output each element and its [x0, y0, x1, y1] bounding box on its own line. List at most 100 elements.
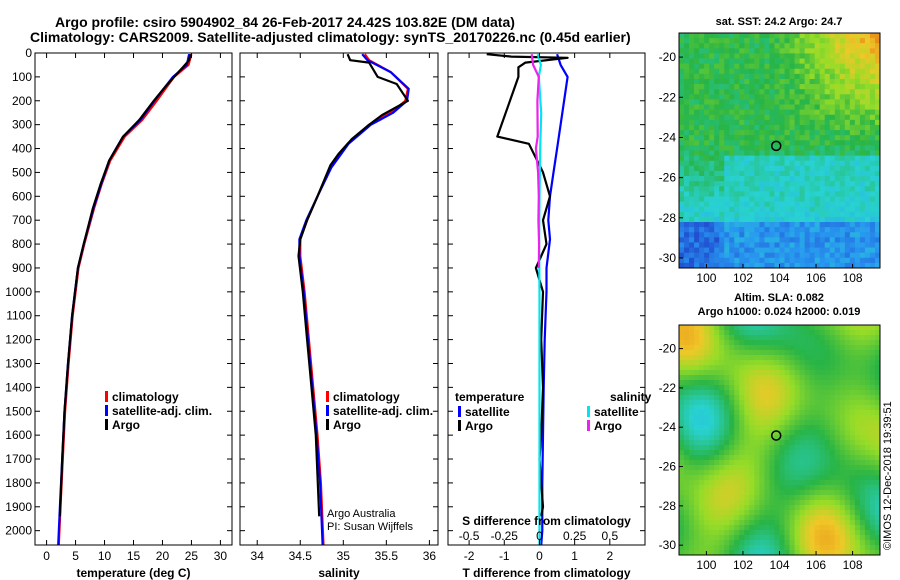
sst-map-cell	[849, 109, 856, 116]
sst-map-cell	[804, 89, 811, 95]
sst-map-cell	[729, 99, 735, 105]
sla-map-cell	[819, 490, 826, 496]
sst-map-cell	[739, 109, 745, 116]
sst-map-cell	[819, 211, 826, 218]
sla-map-cell	[799, 330, 806, 336]
sst-map-cell	[854, 181, 861, 187]
sla-map-cell	[829, 455, 836, 461]
sst-map-cell	[849, 242, 856, 248]
sla-map-cell	[744, 530, 750, 536]
sst-map-cell	[834, 222, 841, 228]
sst-map-cell	[849, 222, 856, 228]
sst-map-cell	[739, 84, 745, 90]
sla-map-cell	[734, 480, 740, 486]
sst-map-cell	[709, 63, 715, 70]
sla-map-cell	[759, 545, 765, 551]
sla-map-cell	[739, 510, 745, 516]
sla-map-cell	[824, 380, 831, 386]
sst-map-cell	[809, 109, 816, 116]
sst-map-cell	[764, 104, 770, 111]
difference-profile-series-s-argo	[530, 54, 541, 269]
sst-map-cell	[859, 160, 866, 167]
sst-map-cell	[814, 181, 821, 187]
sla-map-cell	[809, 350, 816, 356]
sst-map-cell	[749, 227, 755, 233]
sst-map-cell	[834, 237, 841, 243]
sst-map-cell	[799, 237, 806, 243]
sla-map-cell	[724, 425, 730, 431]
sst-map-cell	[844, 150, 851, 157]
sst-map-cell	[744, 211, 750, 218]
sla-map-cell	[704, 385, 710, 391]
sla-map-cell	[744, 385, 750, 391]
sla-map-cell	[754, 455, 760, 461]
sla-map-cell	[714, 525, 720, 531]
sla-map-cell	[804, 535, 811, 541]
sst-map-cell	[754, 104, 760, 111]
sst-map-cell	[784, 201, 790, 208]
sst-map-cell	[714, 84, 720, 90]
sla-map-cell	[759, 330, 765, 336]
sst-map-cell	[869, 38, 876, 44]
sst-map-cell	[874, 73, 881, 80]
sst-map-cell	[684, 160, 690, 167]
sst-map-cell	[809, 130, 816, 136]
sla-map-cell	[844, 460, 851, 466]
sst-map-cell	[729, 216, 735, 223]
sla-map-cell	[859, 480, 866, 486]
sst-map-cell	[769, 211, 775, 218]
difference-legend-swatch	[587, 420, 590, 431]
sla-map-cell	[864, 390, 871, 396]
sla-map-cell	[779, 450, 785, 456]
sla-map-cell	[724, 510, 730, 516]
sla-map-cell	[759, 435, 765, 441]
sst-map-ytick-label: -20	[659, 50, 677, 64]
sla-map-cell	[734, 455, 740, 461]
sst-map-cell	[764, 247, 770, 254]
sla-map-cell	[859, 430, 866, 436]
sla-map-cell	[759, 420, 765, 426]
sla-map-cell	[764, 345, 770, 351]
sst-map-cell	[709, 242, 715, 248]
sla-map-cell	[869, 365, 876, 371]
sst-map-cell	[869, 242, 876, 248]
sla-map-cell	[774, 490, 780, 496]
sst-map-cell	[739, 237, 745, 243]
sst-map-cell	[769, 78, 775, 85]
sst-map-cell	[784, 99, 790, 105]
sst-map-cell	[679, 181, 685, 187]
sla-map-cell	[844, 510, 851, 516]
sla-map-cell	[699, 435, 705, 441]
sla-map-cell	[724, 405, 730, 411]
sla-map-cell	[824, 365, 831, 371]
sst-map-cell	[684, 150, 690, 157]
sst-map-cell	[849, 150, 856, 157]
sla-map-cell	[804, 490, 811, 496]
sst-map-cell	[704, 84, 710, 90]
sla-map-cell	[859, 425, 866, 431]
sla-map-cell	[689, 415, 695, 421]
sst-map-cell	[864, 124, 871, 131]
sst-map-cell	[744, 145, 750, 151]
sst-map-cell	[679, 104, 685, 111]
sla-map-cell	[844, 485, 851, 491]
sst-map-cell	[849, 170, 856, 177]
sst-map-cell	[809, 78, 816, 85]
sst-map-cell	[714, 262, 720, 269]
sst-map-cell	[839, 232, 846, 238]
sla-map-cell	[764, 370, 770, 376]
sst-map-cell	[869, 155, 876, 162]
sst-map-cell	[704, 232, 710, 238]
sst-map-cell	[814, 58, 821, 65]
sla-map-cell	[759, 360, 765, 366]
sla-map-title-line: Altim. SLA: 0.082	[734, 292, 824, 304]
salinity-profile-xtick-label: 35	[337, 549, 351, 563]
sla-map-cell	[769, 470, 775, 476]
sla-map-cell	[759, 515, 765, 521]
sst-map-cell	[769, 89, 775, 95]
difference-profile-xtick-label: 1	[571, 549, 578, 563]
sst-map-cell	[839, 58, 846, 65]
sla-map-cell	[754, 530, 760, 536]
sla-map-cell	[719, 410, 725, 416]
sst-map-cell	[859, 191, 866, 197]
